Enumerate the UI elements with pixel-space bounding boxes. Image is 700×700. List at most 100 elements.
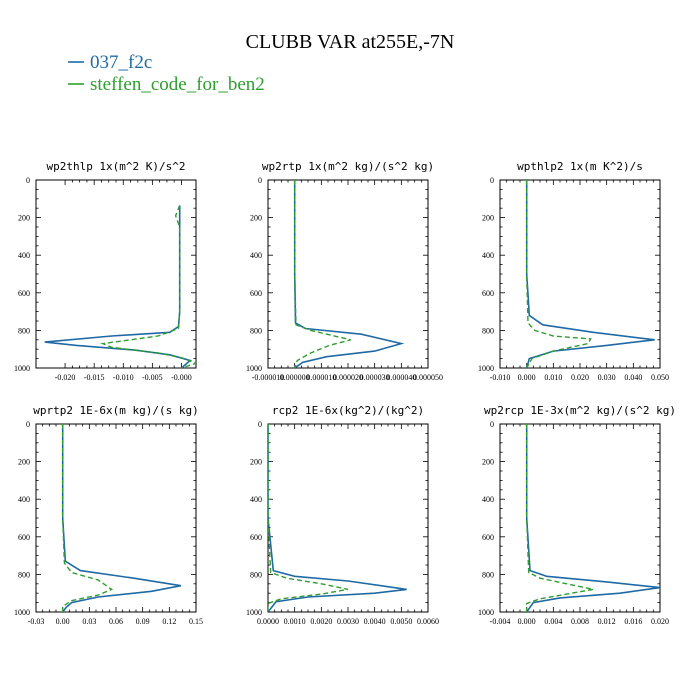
y-tick-label: 1000 — [246, 608, 262, 617]
panel-title: rcp2 1E-6x(kg^2)/(kg^2) — [272, 404, 424, 417]
x-tick-label: 0.000050 — [413, 373, 443, 382]
x-tick-label: 0.0020 — [310, 617, 332, 626]
x-tick-label: 0.040 — [624, 373, 642, 382]
y-tick-label: 1000 — [14, 364, 30, 373]
x-tick-label: -0.004 — [490, 617, 511, 626]
x-tick-label: 0.004 — [544, 617, 562, 626]
panel-title: wprtp2 1E-6x(m kg)/(s kg) — [33, 404, 199, 417]
y-tick-label: 800 — [18, 326, 30, 335]
x-tick-label: 0.00 — [56, 617, 70, 626]
x-tick-label: 0.000000 — [280, 373, 310, 382]
x-tick-label: 0.15 — [189, 617, 203, 626]
y-tick-label: 800 — [250, 570, 262, 579]
x-tick-label: 0.0050 — [390, 617, 412, 626]
y-tick-label: 0 — [26, 420, 30, 429]
y-tick-label: 0 — [26, 176, 30, 185]
y-tick-label: 800 — [482, 570, 494, 579]
y-tick-label: 0 — [490, 420, 494, 429]
plot-frame — [35, 179, 197, 369]
y-tick-label: 600 — [18, 289, 30, 298]
y-tick-label: 600 — [18, 533, 30, 542]
panel-6: wp2rcp 1E-3x(m^2 kg)/(s^2 kg) 0 200 400 600 8… — [478, 404, 676, 626]
y-tick-label: 600 — [482, 289, 494, 298]
panel-title: wp2thlp 1x(m^2 K)/s^2 — [46, 160, 185, 173]
x-tick-label: 0.000040 — [386, 373, 416, 382]
series-line-steffen-code-for-ben2 — [526, 424, 594, 612]
y-tick-label: 1000 — [478, 608, 494, 617]
series-line-steffen-code-for-ben2 — [100, 205, 196, 368]
figure-title: CLUBB VAR at255E,-7N — [246, 31, 455, 53]
series-line-037-f2c — [525, 424, 660, 612]
x-tick-label: 0.0000 — [257, 617, 279, 626]
legend-label-2: steffen_code_for_ben2 — [90, 74, 265, 95]
x-tick-label: 0.000010 — [306, 373, 336, 382]
series-line-steffen-code-for-ben2 — [62, 424, 114, 612]
y-tick-label: 1000 — [14, 608, 30, 617]
y-tick-label: 200 — [482, 458, 494, 467]
series-line-037-f2c — [61, 424, 182, 612]
x-tick-label: 0.03 — [82, 617, 96, 626]
x-tick-label: -0.005 — [142, 373, 163, 382]
x-tick-label: 0.000 — [518, 617, 536, 626]
panel-3: wpthlp2 1x(m K^2)/s 0 200 400 600 800 1000-0.0… — [478, 160, 669, 382]
x-tick-label: 0.0040 — [364, 617, 386, 626]
panel-1: wp2thlp 1x(m^2 K)/s^2 0 200 400 600 800 1000 -0… — [14, 160, 197, 382]
panel-title: wp2rtp 1x(m^2 kg)/(s^2 kg) — [262, 160, 434, 173]
panel-title: wpthlp2 1x(m K^2)/s — [517, 160, 643, 173]
x-tick-label: 0.000020 — [333, 373, 363, 382]
x-tick-label: 0.0060 — [417, 617, 439, 626]
x-tick-label: 0.0030 — [337, 617, 359, 626]
y-tick-label: 400 — [250, 495, 262, 504]
y-tick-label: 1000 — [478, 364, 494, 373]
y-tick-label: 0 — [490, 176, 494, 185]
y-tick-label: 600 — [250, 289, 262, 298]
x-tick-label: -0.000010 — [252, 373, 285, 382]
plot-frame — [499, 423, 661, 613]
panel-5: rcp2 1E-6x(kg^2)/(kg^2) 0 200 400 600 800 1000… — [246, 404, 439, 626]
x-tick-label: 0.016 — [624, 617, 642, 626]
panel-title: wp2rcp 1E-3x(m^2 kg)/(s^2 kg) — [484, 404, 676, 417]
x-tick-label: 0.12 — [162, 617, 176, 626]
plot-frame — [267, 423, 429, 613]
y-tick-label: 200 — [18, 458, 30, 467]
panel-4: wprtp2 1E-6x(m kg)/(s kg)0 200 400 600 800 10… — [14, 404, 203, 626]
y-tick-label: 400 — [18, 251, 30, 260]
x-tick-label: 0.000 — [518, 373, 536, 382]
panel-2: wp2rtp 1x(m^2 kg)/(s^2 kg)0 200 400 600 800 1… — [246, 160, 443, 382]
y-tick-label: 400 — [250, 251, 262, 260]
x-tick-label: 0.010 — [544, 373, 562, 382]
y-tick-label: 200 — [250, 214, 262, 223]
panels: wp2thlp 1x(m^2 K)/s^202004006008001000-0… — [14, 160, 676, 626]
legend-label-1: 037_f2c — [90, 52, 152, 73]
y-tick-label: 800 — [482, 326, 494, 335]
x-tick-label: 0.008 — [571, 617, 589, 626]
y-tick-label: 400 — [482, 495, 494, 504]
x-tick-label: 0.000030 — [360, 373, 390, 382]
y-tick-label: 1000 — [246, 364, 262, 373]
x-tick-label: 0.030 — [598, 373, 616, 382]
x-tick-label: 0.09 — [136, 617, 150, 626]
series-line-steffen-code-for-ben2 — [526, 180, 592, 368]
y-tick-label: 600 — [482, 533, 494, 542]
plot-frame — [499, 179, 661, 369]
y-tick-label: 800 — [250, 326, 262, 335]
x-tick-label: 0.0010 — [284, 617, 306, 626]
y-tick-label: 200 — [18, 214, 30, 223]
y-tick-label: 800 — [18, 570, 30, 579]
x-tick-label: -0.000 — [171, 373, 192, 382]
series-line-steffen-code-for-ben2 — [294, 180, 351, 368]
x-tick-label: -0.010 — [490, 373, 511, 382]
y-tick-label: 400 — [18, 495, 30, 504]
y-tick-label: 0 — [258, 176, 262, 185]
y-tick-label: 400 — [482, 251, 494, 260]
x-tick-label: -0.010 — [113, 373, 134, 382]
x-tick-label: 0.012 — [598, 617, 616, 626]
series-line-steffen-code-for-ben2 — [268, 424, 349, 612]
x-tick-label: 0.050 — [651, 373, 669, 382]
x-tick-label: 0.06 — [109, 617, 123, 626]
x-tick-label: 0.020 — [651, 617, 669, 626]
y-tick-label: 200 — [250, 458, 262, 467]
legend: 037_f2c steffen_code_for_ben2 — [68, 52, 265, 95]
x-tick-label: 0.020 — [571, 373, 589, 382]
